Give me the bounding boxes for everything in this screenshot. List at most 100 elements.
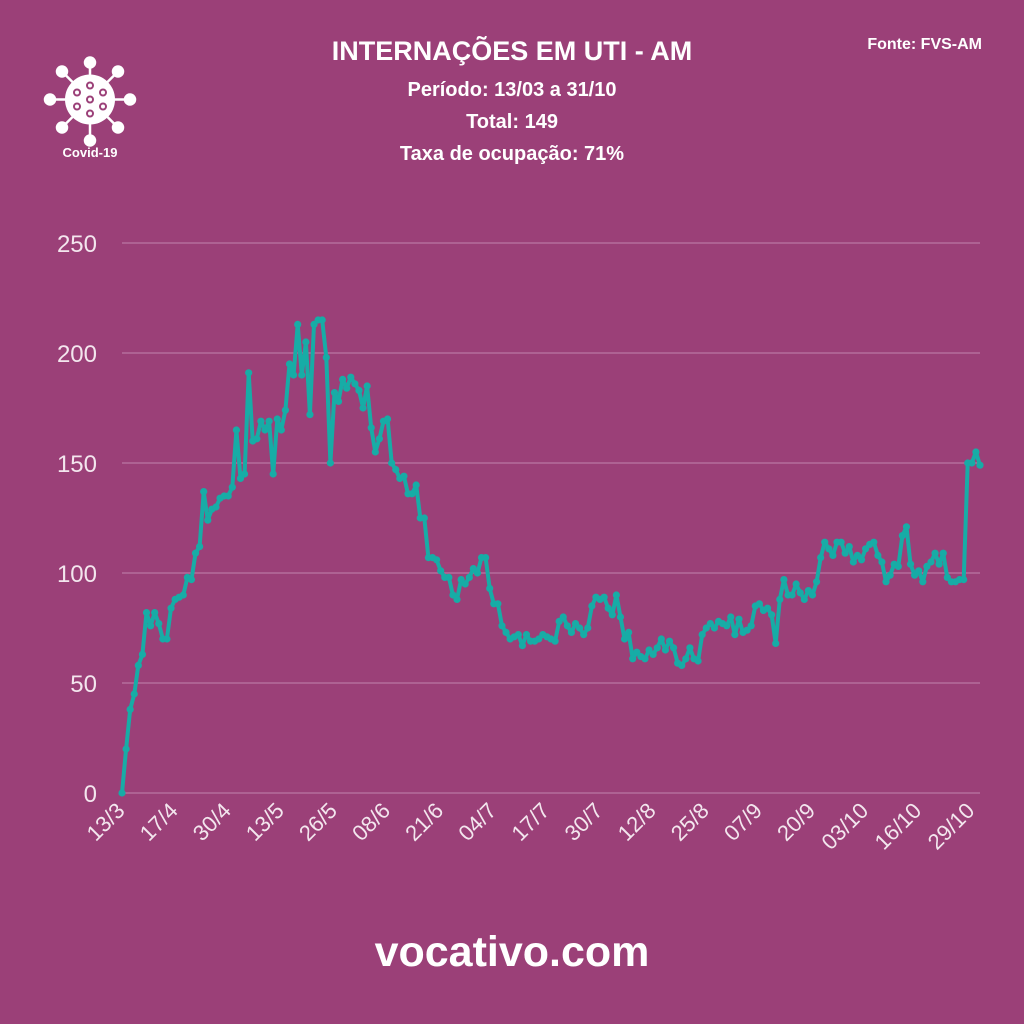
data-point	[698, 631, 706, 639]
data-point	[265, 417, 273, 425]
data-point	[825, 545, 833, 553]
data-point	[363, 382, 371, 390]
data-point	[200, 488, 208, 496]
data-point	[768, 611, 776, 619]
data-point	[735, 615, 743, 623]
data-point	[608, 611, 616, 619]
x-tick-label: 07/9	[719, 798, 767, 846]
data-point	[960, 576, 968, 584]
data-point	[375, 435, 383, 443]
data-point	[326, 459, 334, 467]
data-point	[518, 642, 527, 650]
data-point	[919, 578, 927, 586]
data-point	[486, 584, 494, 593]
data-point	[808, 591, 817, 599]
data-point	[563, 622, 571, 630]
series-line	[120, 318, 982, 794]
data-point	[347, 373, 355, 381]
data-point	[179, 591, 187, 599]
data-point	[245, 369, 253, 377]
data-point	[167, 604, 175, 612]
data-point	[669, 644, 678, 652]
data-point	[371, 448, 379, 456]
data-point	[849, 558, 857, 566]
data-point	[339, 375, 347, 383]
y-tick-label: 0	[84, 781, 97, 808]
data-point	[731, 631, 739, 639]
data-point	[600, 593, 608, 601]
data-point	[408, 490, 416, 498]
x-tick-label: 30/4	[188, 798, 236, 846]
x-tick-label: 30/7	[560, 798, 608, 846]
data-point	[612, 591, 620, 599]
data-point	[755, 600, 763, 608]
data-point	[694, 657, 702, 665]
data-point	[285, 360, 294, 368]
data-point	[359, 404, 367, 412]
data-point	[567, 628, 576, 637]
period-subtitle: Período: 13/03 a 31/10	[407, 79, 617, 101]
data-point	[298, 371, 306, 379]
data-point	[620, 635, 629, 643]
data-point	[686, 644, 694, 652]
data-point	[915, 567, 923, 575]
data-point	[420, 514, 428, 522]
data-point	[902, 523, 911, 531]
data-point	[228, 483, 236, 491]
data-point	[351, 380, 359, 388]
y-tick-label: 200	[57, 341, 97, 368]
data-point	[776, 595, 784, 604]
y-tick-label: 250	[57, 231, 97, 258]
data-point	[494, 600, 502, 608]
data-point	[906, 560, 915, 568]
data-point	[302, 338, 310, 346]
x-tick-label: 20/9	[772, 798, 820, 846]
x-tick-label: 17/4	[135, 798, 183, 846]
x-tick-label: 25/8	[666, 798, 714, 846]
data-point	[968, 459, 976, 467]
data-point	[126, 705, 134, 714]
data-point	[710, 624, 719, 632]
data-point	[130, 690, 138, 698]
data-point	[118, 789, 126, 797]
x-tick-label: 26/5	[294, 798, 342, 846]
footer-site: vocativo.com	[374, 928, 650, 976]
data-point	[772, 639, 780, 648]
x-tick-label: 29/10	[923, 798, 980, 855]
data-point	[502, 628, 510, 637]
y-tick-label: 150	[57, 451, 97, 478]
data-point	[812, 578, 821, 586]
data-point	[800, 595, 808, 604]
data-point	[257, 417, 265, 425]
data-point	[821, 538, 829, 546]
data-point	[625, 628, 633, 637]
data-point	[445, 573, 453, 582]
data-point	[649, 650, 657, 659]
data-point	[187, 576, 196, 584]
x-tick-label: 17/7	[506, 798, 554, 846]
data-point	[138, 650, 147, 659]
data-point	[334, 397, 343, 405]
x-tick-label: 08/6	[347, 798, 395, 846]
x-tick-label: 04/7	[453, 798, 501, 846]
data-point	[972, 448, 980, 456]
data-point	[976, 461, 984, 469]
data-point	[763, 604, 772, 612]
data-point	[727, 613, 735, 621]
data-point	[878, 558, 886, 566]
data-point	[629, 655, 637, 663]
data-point	[792, 580, 800, 588]
data-point	[253, 435, 261, 443]
data-point	[874, 551, 882, 560]
x-tick-label: 12/8	[613, 798, 661, 846]
data-point	[318, 316, 326, 324]
occupancy-subtitle: Taxa de ocupação: 71%	[399, 143, 625, 165]
data-point	[367, 424, 375, 432]
data-point	[240, 470, 249, 478]
data-point	[898, 532, 906, 540]
data-point	[212, 503, 220, 511]
data-point	[306, 411, 314, 419]
data-point	[155, 620, 163, 628]
data-point	[151, 609, 159, 617]
data-point	[678, 661, 686, 670]
